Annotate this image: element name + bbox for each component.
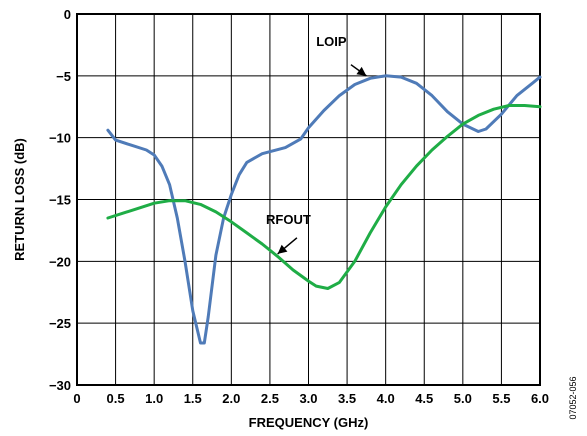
series-label-loip: LOIP (316, 34, 347, 49)
x-tick-label: 2.5 (261, 391, 279, 406)
y-tick-label: −25 (49, 316, 71, 331)
plot-frame (76, 13, 541, 386)
y-tick-label: 0 (64, 7, 71, 22)
y-axis-ticks: 0 −5 −10 −15 −20 −25 −30 (49, 7, 71, 393)
x-tick-label: 1.0 (145, 391, 163, 406)
x-axis-ticks: 0 0.5 1.0 1.5 2.0 2.5 3.0 3.5 4.0 4.5 5.0 5.5 6.0 (73, 391, 549, 406)
grid (77, 14, 540, 385)
x-tick-label: 4.5 (415, 391, 433, 406)
y-tick-label: −30 (49, 378, 71, 393)
x-tick-label: 3.0 (299, 391, 317, 406)
annotation-arrow-head (356, 66, 367, 76)
x-axis-label: FREQUENCY (GHz) (249, 415, 369, 430)
y-tick-label: −10 (49, 131, 71, 146)
series-label-rfout: RFOUT (266, 212, 311, 227)
series-lines (106, 74, 542, 345)
x-tick-label: 5.0 (454, 391, 472, 406)
x-tick-label: 6.0 (531, 391, 549, 406)
x-tick-label: 5.5 (492, 391, 510, 406)
annotation-arrow-head (277, 244, 288, 254)
y-tick-label: −20 (49, 254, 71, 269)
x-tick-label: 4.0 (377, 391, 395, 406)
x-tick-label: 0.5 (107, 391, 125, 406)
x-tick-label: 2.0 (222, 391, 240, 406)
y-axis-label: RETURN LOSS (dB) (12, 138, 27, 261)
y-tick-label: −15 (49, 193, 71, 208)
y-tick-label: −5 (56, 69, 71, 84)
x-tick-label: 0 (73, 391, 80, 406)
x-tick-label: 3.5 (338, 391, 356, 406)
x-tick-label: 1.5 (184, 391, 202, 406)
figure-id: 07052-056 (568, 376, 578, 419)
series-line-loip (106, 74, 542, 345)
annotations: LOIP RFOUT (266, 34, 367, 255)
series-line-rfout (106, 104, 542, 290)
